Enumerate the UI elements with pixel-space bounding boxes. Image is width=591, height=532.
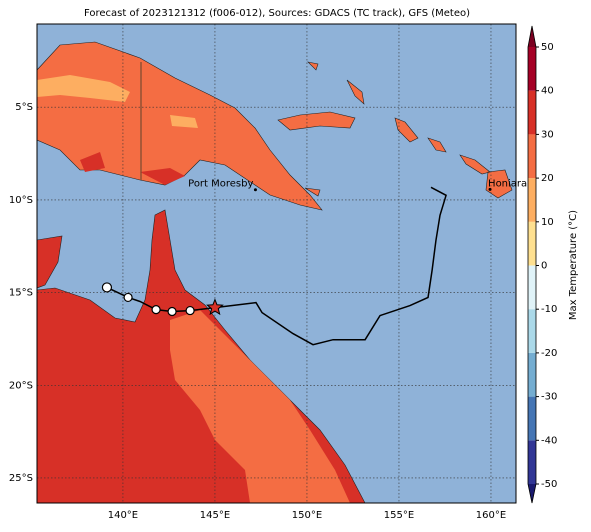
land xyxy=(170,310,350,503)
colorbar-tick-label: -30 xyxy=(541,392,557,403)
x-tick-label: 155°E xyxy=(384,510,414,521)
colorbar-bin xyxy=(528,440,536,484)
colorbar-tick-label: 40 xyxy=(541,86,554,97)
place-label: Honiara xyxy=(488,178,527,189)
title: Forecast of 2023121312 (f006-012), Sourc… xyxy=(84,8,470,19)
colorbar-tick-label: -20 xyxy=(541,348,557,359)
colorbar-under xyxy=(528,484,536,503)
colorbar-tick-label: -50 xyxy=(541,479,557,490)
track-marker xyxy=(101,282,113,293)
colorbar-tick-label: 20 xyxy=(541,173,554,184)
track-marker xyxy=(151,305,161,315)
place-dot xyxy=(488,187,492,191)
colorbar-tick-label: -10 xyxy=(541,304,557,315)
track-marker xyxy=(167,306,177,317)
colorbar-bin xyxy=(528,396,536,441)
place-label: Port Moresby xyxy=(188,179,253,190)
colorbar-tick-label: 0 xyxy=(541,261,547,272)
y-tick-label: 5°S xyxy=(15,102,33,113)
colorbar-tick-label: -40 xyxy=(541,435,557,446)
x-tick-label: 140°E xyxy=(108,510,138,521)
track-marker xyxy=(123,292,133,303)
land xyxy=(80,152,185,185)
y-tick-label: 25°S xyxy=(9,473,33,484)
colorbar-bin xyxy=(528,352,536,397)
map xyxy=(37,24,516,503)
track xyxy=(106,186,447,346)
land xyxy=(37,75,198,128)
x-tick-label: 160°E xyxy=(476,510,506,521)
colorbar-bin xyxy=(528,221,536,266)
colorbar-tick-label: 30 xyxy=(541,129,554,140)
colorbar-bin xyxy=(528,178,536,222)
colorbar-label: Max Temperature (°C) xyxy=(568,210,579,320)
map-frame xyxy=(36,23,517,504)
colorbar-bin xyxy=(528,90,536,135)
x-tick-label: 145°E xyxy=(200,510,230,521)
place-dot xyxy=(253,188,257,192)
track-marker xyxy=(206,298,224,316)
land xyxy=(277,61,513,199)
colorbar-bin xyxy=(528,134,536,179)
colorbar-bin xyxy=(528,47,536,91)
colorbar-bin xyxy=(528,265,536,310)
track-marker xyxy=(185,305,195,316)
colorbar-bin xyxy=(528,309,536,353)
x-tick-label: 150°E xyxy=(292,510,322,521)
colorbar-tick-label: 10 xyxy=(541,217,554,228)
y-tick-label: 20°S xyxy=(9,380,33,391)
y-tick-label: 10°S xyxy=(9,195,33,206)
y-tick-label: 15°S xyxy=(9,288,33,299)
colorbar-tick-label: 50 xyxy=(541,42,554,53)
colorbar-over xyxy=(528,26,536,47)
